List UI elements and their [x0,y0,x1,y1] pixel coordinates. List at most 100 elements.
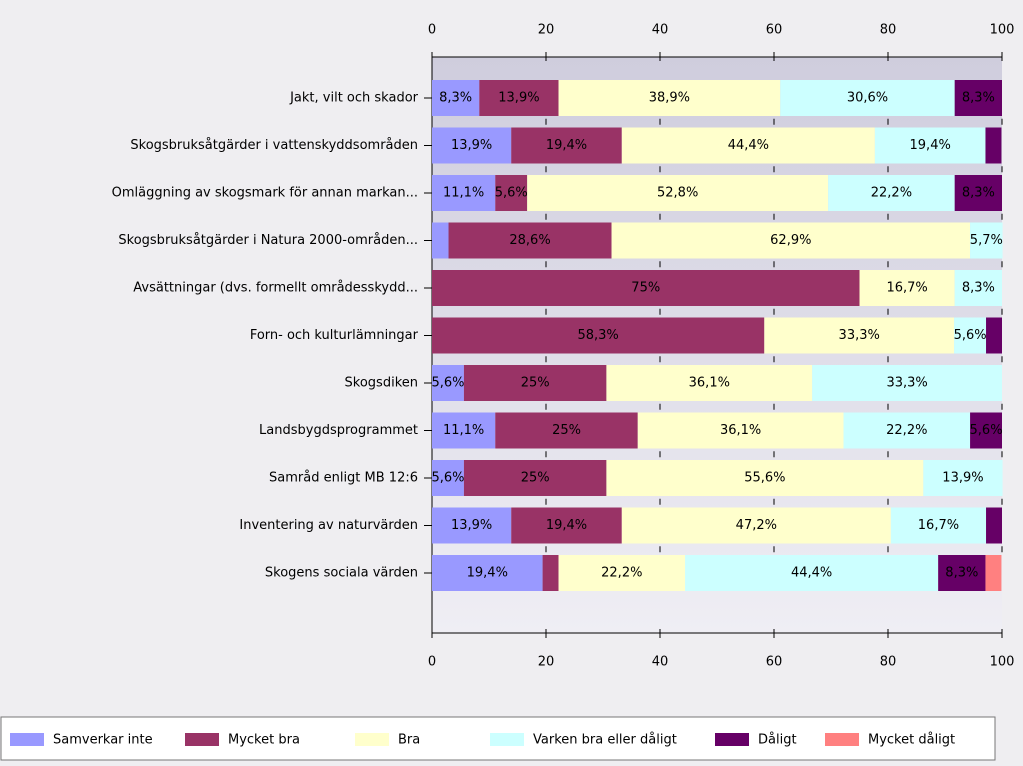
data-label: 8,3% [439,91,472,106]
x-tick-label-bottom: 40 [652,655,669,670]
data-label: 22,2% [871,186,912,201]
data-label: 5,6% [495,186,528,201]
y-tick-label: Omläggning av skogsmark för annan markan… [112,186,418,201]
x-tick-label-top: 60 [766,23,783,38]
data-label: 28,6% [509,233,550,248]
bar-segment [432,222,449,259]
data-label: 5,6% [431,376,464,391]
data-label: 5,6% [431,471,464,486]
legend-swatch [490,733,524,746]
bar-segment [954,175,1002,211]
x-tick-label-bottom: 20 [538,655,555,670]
bar-segment [843,412,971,449]
legend-swatch [185,733,219,746]
bar-segment [985,555,1002,591]
y-tick-label: Skogsbruksåtgärder i vattenskyddsområden [130,138,418,153]
bar-segment [621,507,891,544]
data-label: 11,1% [443,186,484,201]
legend-label: Mycket dåligt [868,733,955,748]
bar-segment [985,127,1002,164]
x-tick-label-top: 20 [538,23,555,38]
bar-segment [495,412,638,449]
data-label: 25% [521,471,550,486]
data-label: 55,6% [744,471,785,486]
bar-segment [463,365,607,401]
bar-segment [558,80,781,116]
bar-segment [432,412,496,449]
x-tick-label-top: 40 [652,23,669,38]
data-label: 19,4% [910,138,951,153]
data-label: 19,4% [546,518,587,533]
bar-segment [637,412,844,449]
bar-segment [432,365,464,401]
bar-segment [611,222,971,259]
data-label: 36,1% [689,376,730,391]
bar-segment [432,175,496,211]
bar-segment [448,222,612,259]
legend-label: Bra [398,733,420,748]
legend-label: Mycket bra [228,733,300,748]
data-label: 13,9% [942,471,983,486]
bar-segment [558,555,686,591]
legend-label: Varken bra eller dåligt [533,733,677,748]
data-label: 8,3% [962,281,995,296]
data-label: 22,2% [886,423,927,438]
data-label: 25% [521,376,550,391]
x-tick-label-top: 0 [428,23,436,38]
bar-segment [812,365,1002,401]
data-label: 33,3% [839,328,880,343]
data-label: 75% [631,281,660,296]
data-label: 22,2% [601,566,642,581]
data-label: 36,1% [720,423,761,438]
data-label: 8,3% [945,566,978,581]
data-label: 16,7% [886,281,927,296]
bar-segment [432,270,860,306]
bar-segment [874,127,986,164]
data-label: 44,4% [728,138,769,153]
bar-segment [621,127,875,164]
data-label: 19,4% [467,566,508,581]
bar-segment [527,175,829,211]
data-label: 5,7% [970,233,1003,248]
bar-segment [511,127,622,164]
y-tick-label: Avsättningar (dvs. formellt områdesskydd… [133,281,418,296]
data-label: 13,9% [451,518,492,533]
data-label: 19,4% [546,138,587,153]
y-tick-label: Skogens sociala värden [265,566,418,581]
bar-segment [463,460,607,496]
bar-segment [954,270,1002,306]
data-label: 52,8% [657,186,698,201]
data-label: 16,7% [918,518,959,533]
bar-segment [954,317,987,354]
bar-segment [606,460,924,496]
bar-segment [923,460,1003,496]
y-tick-label: Samråd enligt MB 12:6 [269,471,418,486]
data-label: 58,3% [577,328,618,343]
legend-swatch [10,733,44,746]
data-label: 8,3% [962,186,995,201]
data-label: 47,2% [736,518,777,533]
bar-segment [954,80,1002,116]
bar-segment [495,175,528,211]
data-label: 11,1% [443,423,484,438]
data-label: 25% [552,423,581,438]
y-tick-label: Skogsdiken [345,376,418,391]
data-label: 33,3% [886,376,927,391]
data-label: 13,9% [498,91,539,106]
bar-segment [780,80,955,116]
y-tick-label: Skogsbruksåtgärder i Natura 2000-områden… [118,233,418,248]
y-tick-label: Inventering av naturvärden [239,518,418,533]
bar-segment [432,80,480,116]
data-label: 62,9% [770,233,811,248]
data-label: 38,9% [649,91,690,106]
y-tick-label: Landsbygdsprogrammet [259,423,418,438]
bar-segment [890,507,987,544]
bar-segment [511,507,622,544]
legend-swatch [825,733,859,746]
bar-segment [859,270,955,306]
y-tick-label: Forn- och kulturlämningar [250,328,419,343]
bar-segment [764,317,955,354]
data-label: 5,6% [970,423,1003,438]
bar-segment [970,412,1002,449]
